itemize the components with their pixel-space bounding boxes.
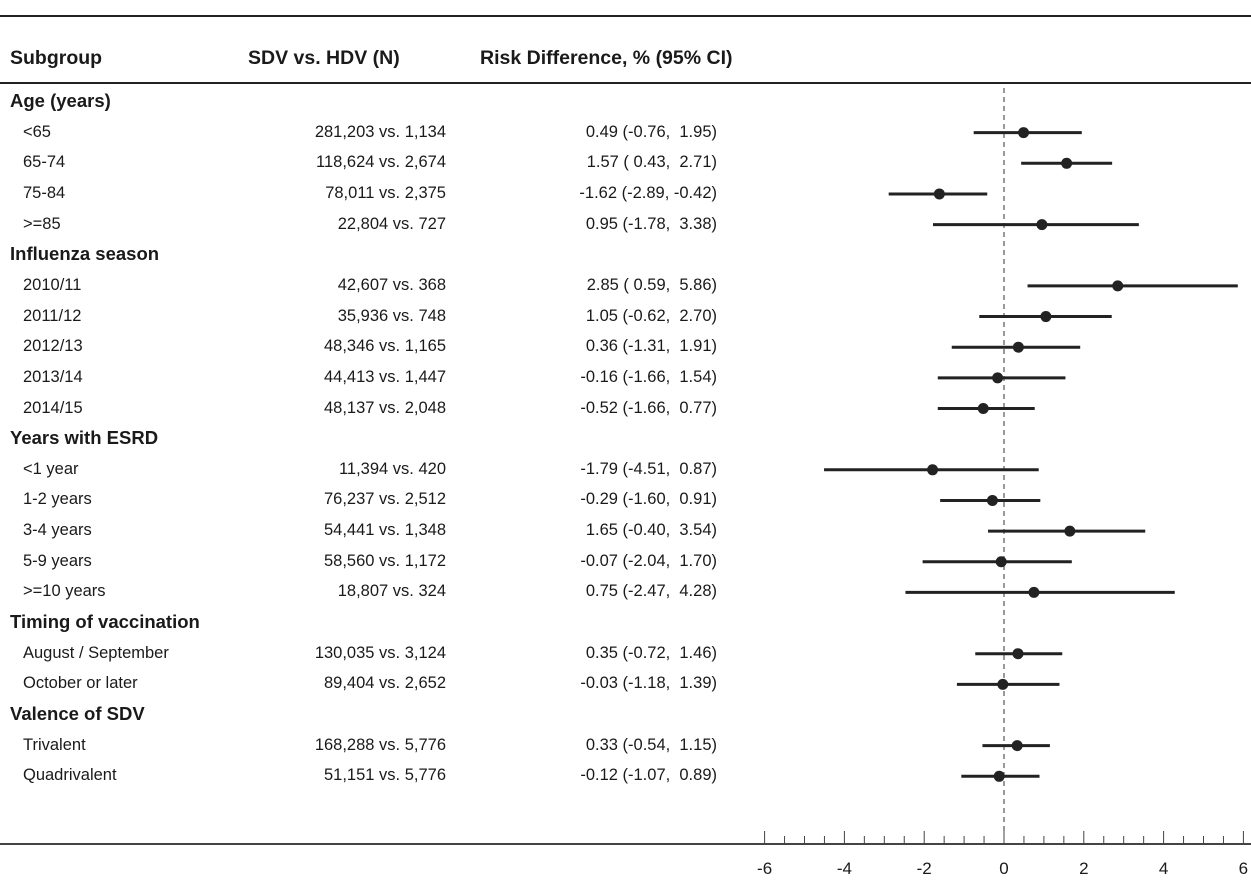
subgroup-label: >=10 years <box>23 582 106 601</box>
sample-size: 42,607 vs. 368 <box>337 275 446 294</box>
sample-size: 281,203 vs. 1,134 <box>314 122 446 141</box>
point-estimate <box>1018 127 1030 139</box>
axis-line <box>0 843 1251 845</box>
axis-tick-label: 6 <box>1239 859 1248 878</box>
subgroup-label: >=85 <box>23 214 61 233</box>
sample-size: 54,441 vs. 1,348 <box>323 521 446 540</box>
sample-size: 118,624 vs. 2,674 <box>316 153 446 172</box>
point-estimate <box>1011 740 1023 752</box>
point-estimate <box>1061 157 1073 169</box>
point-estimate <box>986 494 998 506</box>
subgroup-label: 2014/15 <box>23 398 83 417</box>
point-estimate <box>977 403 989 414</box>
header-risk-difference: Risk Difference, % (95% CI) <box>480 47 733 69</box>
sample-size: 48,346 vs. 1,165 <box>323 337 446 356</box>
risk-difference-ci: 1.05 (-0.62, 2.70) <box>585 306 717 325</box>
point-estimate <box>993 770 1005 782</box>
risk-difference-ci: -0.07 (-2.04, 1.70) <box>580 551 717 570</box>
risk-difference-ci: -0.12 (-1.07, 0.89) <box>580 766 717 785</box>
subgroup-label: 65-74 <box>23 153 66 172</box>
sample-size: 130,035 vs. 3,124 <box>314 643 446 662</box>
point-estimate <box>1012 341 1024 353</box>
point-estimate <box>995 556 1007 568</box>
subgroup-label: 75-84 <box>23 183 66 202</box>
risk-difference-ci: 0.36 (-1.31, 1.91) <box>585 337 717 356</box>
subgroup-label: 5-9 years <box>23 551 92 570</box>
subgroup-label: October or later <box>23 674 138 693</box>
point-estimate <box>927 464 939 476</box>
axis-tick-label: 2 <box>1079 859 1088 878</box>
sample-size: 58,560 vs. 1,172 <box>323 551 446 570</box>
sample-size: 44,413 vs. 1,447 <box>323 367 446 386</box>
sample-size: 76,237 vs. 2,512 <box>323 490 446 509</box>
point-estimate <box>1012 648 1024 660</box>
sample-size: 22,804 vs. 727 <box>337 214 446 233</box>
group-heading: Years with ESRD <box>10 427 159 449</box>
risk-difference-ci: -0.16 (-1.66, 1.54) <box>580 367 717 386</box>
group-heading: Age (years) <box>10 90 111 111</box>
subgroup-label: 2013/14 <box>23 367 83 386</box>
axis-tick-label: 4 <box>1159 859 1168 878</box>
risk-difference-ci: 0.33 (-0.54, 1.15) <box>585 735 717 754</box>
subgroup-label: August / September <box>23 643 169 662</box>
axis-tick-label: -4 <box>837 859 852 878</box>
header-n: SDV vs. HDV (N) <box>248 47 400 69</box>
risk-difference-ci: 1.57 ( 0.43, 2.71) <box>586 153 717 172</box>
group-heading: Influenza season <box>10 243 160 265</box>
subgroup-label: Trivalent <box>23 735 86 754</box>
risk-difference-ci: -0.03 (-1.18, 1.39) <box>580 674 717 693</box>
risk-difference-ci: 0.35 (-0.72, 1.46) <box>585 643 717 662</box>
subgroup-label: 2012/13 <box>23 337 83 356</box>
axis-tick-label: -2 <box>917 859 932 878</box>
subgroup-label: 1-2 years <box>23 490 92 509</box>
header-rule <box>0 82 1251 84</box>
point-estimate <box>1112 280 1124 292</box>
sample-size: 35,936 vs. 748 <box>337 306 446 325</box>
sample-size: 168,288 vs. 5,776 <box>314 735 446 754</box>
risk-difference-ci: 0.49 (-0.76, 1.95) <box>585 122 717 141</box>
risk-difference-ci: 2.85 ( 0.59, 5.86) <box>586 275 717 294</box>
risk-difference-ci: -0.52 (-1.66, 0.77) <box>580 398 717 417</box>
subgroup-label: 2010/11 <box>23 275 82 294</box>
sample-size: 48,137 vs. 2,048 <box>323 398 446 417</box>
risk-difference-ci: 0.75 (-2.47, 4.28) <box>585 582 717 601</box>
header-subgroup: Subgroup <box>10 47 103 69</box>
subgroup-label: <65 <box>23 122 51 141</box>
sample-size: 11,394 vs. 420 <box>338 459 446 478</box>
subgroup-label: 2011/12 <box>23 306 82 325</box>
sample-size: 89,404 vs. 2,652 <box>323 674 446 693</box>
top-rule <box>0 15 1251 17</box>
sample-size: 78,011 vs. 2,375 <box>325 183 446 202</box>
sample-size: 51,151 vs. 5,776 <box>323 766 446 785</box>
group-heading: Timing of vaccination <box>10 611 200 633</box>
risk-difference-ci: -1.62 (-2.89, -0.42) <box>579 183 717 202</box>
point-estimate <box>1028 586 1040 598</box>
point-estimate <box>992 372 1004 384</box>
group-heading: Valence of SDV <box>10 703 145 724</box>
subgroup-label: 3-4 years <box>23 521 92 540</box>
axis-tick-label: 0 <box>999 859 1008 878</box>
risk-difference-ci: 1.65 (-0.40, 3.54) <box>585 521 717 540</box>
risk-difference-ci: 0.95 (-1.78, 3.38) <box>585 214 717 233</box>
subgroup-label: Quadrivalent <box>23 766 117 785</box>
point-estimate <box>997 678 1009 690</box>
subgroup-label: <1 year <box>23 459 79 478</box>
risk-difference-ci: -1.79 (-4.51, 0.87) <box>580 459 717 478</box>
sample-size: 18,807 vs. 324 <box>337 582 446 601</box>
point-estimate <box>1064 525 1076 537</box>
risk-difference-ci: -0.29 (-1.60, 0.91) <box>580 490 717 509</box>
axis-tick-label: -6 <box>757 859 772 878</box>
point-estimate <box>933 188 945 200</box>
point-estimate <box>1040 311 1052 323</box>
point-estimate <box>1036 219 1048 231</box>
